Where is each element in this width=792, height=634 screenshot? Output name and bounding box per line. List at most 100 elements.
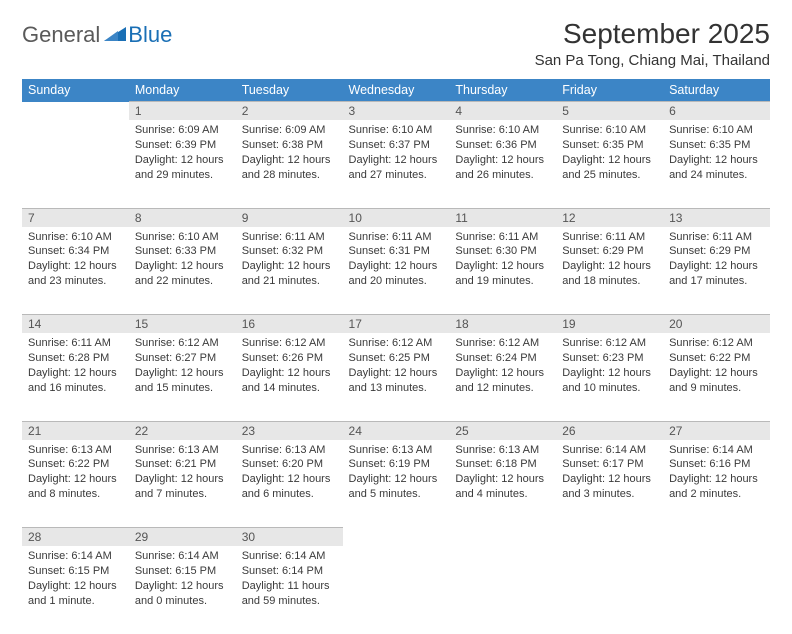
day-number-cell: 18 xyxy=(449,315,556,334)
day-number: 22 xyxy=(135,424,148,438)
day-number: 26 xyxy=(562,424,575,438)
sunrise-text: Sunrise: 6:12 AM xyxy=(242,336,337,351)
sunrise-text: Sunrise: 6:14 AM xyxy=(669,443,764,458)
day-number-cell: 16 xyxy=(236,315,343,334)
day-number-cell: 22 xyxy=(129,421,236,440)
day-number: 8 xyxy=(135,211,142,225)
daylight-text: Daylight: 12 hours and 17 minutes. xyxy=(669,259,764,289)
sunrise-text: Sunrise: 6:09 AM xyxy=(242,123,337,138)
daylight-text: Daylight: 12 hours and 15 minutes. xyxy=(135,366,230,396)
day-number-cell: 15 xyxy=(129,315,236,334)
daynum-row: 123456 xyxy=(22,102,770,121)
weekday-header: Monday xyxy=(129,79,236,102)
day-number-cell: 29 xyxy=(129,528,236,547)
daylight-text: Daylight: 12 hours and 18 minutes. xyxy=(562,259,657,289)
sunset-text: Sunset: 6:15 PM xyxy=(28,564,123,579)
sunrise-text: Sunrise: 6:09 AM xyxy=(135,123,230,138)
content-row: Sunrise: 6:13 AMSunset: 6:22 PMDaylight:… xyxy=(22,440,770,528)
day-content-cell: Sunrise: 6:11 AMSunset: 6:29 PMDaylight:… xyxy=(556,227,663,315)
sunrise-text: Sunrise: 6:11 AM xyxy=(455,230,550,245)
daynum-row: 21222324252627 xyxy=(22,421,770,440)
day-number-cell xyxy=(556,528,663,547)
day-number: 16 xyxy=(242,317,255,331)
weekday-header: Tuesday xyxy=(236,79,343,102)
day-content-cell: Sunrise: 6:14 AMSunset: 6:14 PMDaylight:… xyxy=(236,546,343,634)
day-content-cell: Sunrise: 6:12 AMSunset: 6:26 PMDaylight:… xyxy=(236,333,343,421)
logo: General Blue xyxy=(22,22,172,48)
day-content-cell: Sunrise: 6:13 AMSunset: 6:22 PMDaylight:… xyxy=(22,440,129,528)
sunset-text: Sunset: 6:23 PM xyxy=(562,351,657,366)
daylight-text: Daylight: 12 hours and 0 minutes. xyxy=(135,579,230,609)
day-number-cell: 5 xyxy=(556,102,663,121)
day-number-cell xyxy=(663,528,770,547)
day-content-cell: Sunrise: 6:11 AMSunset: 6:30 PMDaylight:… xyxy=(449,227,556,315)
daylight-text: Daylight: 12 hours and 6 minutes. xyxy=(242,472,337,502)
sunset-text: Sunset: 6:37 PM xyxy=(349,138,444,153)
day-content-cell: Sunrise: 6:10 AMSunset: 6:37 PMDaylight:… xyxy=(343,120,450,208)
day-content-cell: Sunrise: 6:11 AMSunset: 6:32 PMDaylight:… xyxy=(236,227,343,315)
daylight-text: Daylight: 12 hours and 5 minutes. xyxy=(349,472,444,502)
day-number: 25 xyxy=(455,424,468,438)
daylight-text: Daylight: 12 hours and 3 minutes. xyxy=(562,472,657,502)
sunrise-text: Sunrise: 6:10 AM xyxy=(135,230,230,245)
daylight-text: Daylight: 12 hours and 27 minutes. xyxy=(349,153,444,183)
day-number-cell: 24 xyxy=(343,421,450,440)
sunset-text: Sunset: 6:30 PM xyxy=(455,244,550,259)
sunset-text: Sunset: 6:21 PM xyxy=(135,457,230,472)
day-content-cell: Sunrise: 6:13 AMSunset: 6:21 PMDaylight:… xyxy=(129,440,236,528)
weekday-header: Wednesday xyxy=(343,79,450,102)
day-number: 12 xyxy=(562,211,575,225)
daylight-text: Daylight: 12 hours and 4 minutes. xyxy=(455,472,550,502)
daylight-text: Daylight: 12 hours and 25 minutes. xyxy=(562,153,657,183)
day-number: 30 xyxy=(242,530,255,544)
sunrise-text: Sunrise: 6:13 AM xyxy=(28,443,123,458)
sunset-text: Sunset: 6:35 PM xyxy=(562,138,657,153)
daylight-text: Daylight: 12 hours and 20 minutes. xyxy=(349,259,444,289)
sunset-text: Sunset: 6:16 PM xyxy=(669,457,764,472)
day-content-cell: Sunrise: 6:09 AMSunset: 6:39 PMDaylight:… xyxy=(129,120,236,208)
day-number: 14 xyxy=(28,317,41,331)
day-number-cell: 27 xyxy=(663,421,770,440)
sunset-text: Sunset: 6:32 PM xyxy=(242,244,337,259)
header: General Blue September 2025 San Pa Tong,… xyxy=(22,18,770,69)
day-content-cell: Sunrise: 6:10 AMSunset: 6:35 PMDaylight:… xyxy=(663,120,770,208)
weekday-header: Sunday xyxy=(22,79,129,102)
day-content-cell: Sunrise: 6:13 AMSunset: 6:19 PMDaylight:… xyxy=(343,440,450,528)
sunset-text: Sunset: 6:28 PM xyxy=(28,351,123,366)
day-content-cell xyxy=(556,546,663,634)
sunset-text: Sunset: 6:31 PM xyxy=(349,244,444,259)
logo-text-general: General xyxy=(22,22,100,48)
day-number: 10 xyxy=(349,211,362,225)
day-number-cell xyxy=(22,102,129,121)
sunrise-text: Sunrise: 6:11 AM xyxy=(349,230,444,245)
day-number: 1 xyxy=(135,104,142,118)
title-block: September 2025 San Pa Tong, Chiang Mai, … xyxy=(535,18,770,69)
sunset-text: Sunset: 6:15 PM xyxy=(135,564,230,579)
sunset-text: Sunset: 6:25 PM xyxy=(349,351,444,366)
day-number: 7 xyxy=(28,211,35,225)
day-number: 23 xyxy=(242,424,255,438)
sunrise-text: Sunrise: 6:13 AM xyxy=(349,443,444,458)
day-number-cell: 20 xyxy=(663,315,770,334)
daylight-text: Daylight: 12 hours and 28 minutes. xyxy=(242,153,337,183)
day-content-cell xyxy=(343,546,450,634)
sunset-text: Sunset: 6:39 PM xyxy=(135,138,230,153)
day-number: 28 xyxy=(28,530,41,544)
page-title: September 2025 xyxy=(535,18,770,50)
sunset-text: Sunset: 6:29 PM xyxy=(562,244,657,259)
sunrise-text: Sunrise: 6:13 AM xyxy=(135,443,230,458)
day-content-cell: Sunrise: 6:11 AMSunset: 6:28 PMDaylight:… xyxy=(22,333,129,421)
day-content-cell: Sunrise: 6:10 AMSunset: 6:36 PMDaylight:… xyxy=(449,120,556,208)
day-number: 5 xyxy=(562,104,569,118)
location-text: San Pa Tong, Chiang Mai, Thailand xyxy=(535,52,770,69)
day-content-cell: Sunrise: 6:14 AMSunset: 6:17 PMDaylight:… xyxy=(556,440,663,528)
day-number: 6 xyxy=(669,104,676,118)
daynum-row: 28 29 30 xyxy=(22,528,770,547)
sunrise-text: Sunrise: 6:10 AM xyxy=(28,230,123,245)
day-content-cell: Sunrise: 6:10 AMSunset: 6:35 PMDaylight:… xyxy=(556,120,663,208)
sunrise-text: Sunrise: 6:10 AM xyxy=(562,123,657,138)
day-content-cell: Sunrise: 6:11 AMSunset: 6:29 PMDaylight:… xyxy=(663,227,770,315)
day-content-cell: Sunrise: 6:10 AMSunset: 6:34 PMDaylight:… xyxy=(22,227,129,315)
sunset-text: Sunset: 6:36 PM xyxy=(455,138,550,153)
content-row: Sunrise: 6:14 AMSunset: 6:15 PMDaylight:… xyxy=(22,546,770,634)
